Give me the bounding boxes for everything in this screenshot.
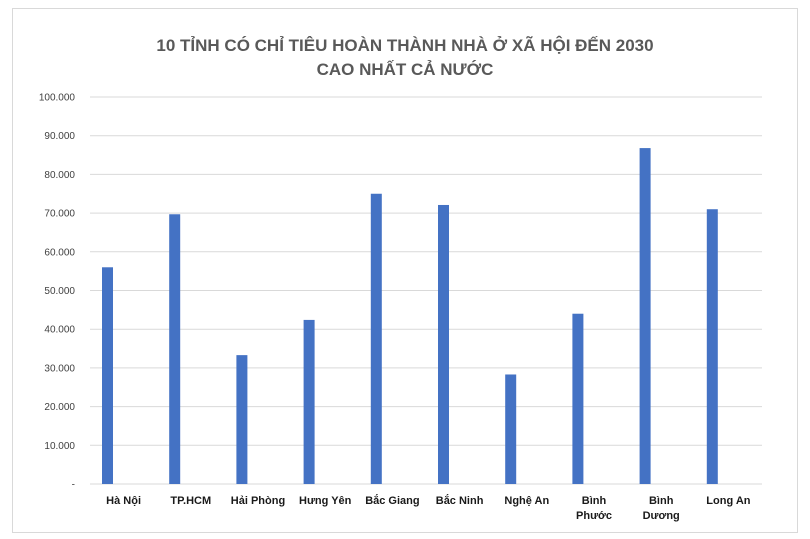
chart-title: 10 TỈNH CÓ CHỈ TIÊU HOÀN THÀNH NHÀ Ở XÃ … [156, 35, 653, 79]
y-tick-label: 80.000 [44, 170, 75, 181]
x-category-label: Long An [706, 495, 750, 507]
chart-title-line-2: CAO NHẤT CẢ NƯỚC [317, 60, 494, 79]
y-tick-label: 20.000 [44, 402, 75, 413]
bar [303, 319, 315, 484]
y-tick-label: 40.000 [44, 325, 75, 336]
x-category-label: TP.HCM [170, 495, 211, 507]
chart-title-line-1: 10 TỈNH CÓ CHỈ TIÊU HOÀN THÀNH NHÀ Ở XÃ … [156, 35, 653, 55]
x-category-label: Bình Phước [576, 495, 612, 522]
x-category-label: Bắc Giang [365, 494, 419, 507]
y-axis-ticks: - 10.000 20.000 30.000 40.000 50.000 60.000 70.… [39, 93, 76, 491]
bars [102, 148, 718, 485]
bar [572, 313, 584, 484]
y-tick-label: 30.000 [44, 363, 75, 374]
y-tick-label: 60.000 [44, 247, 75, 258]
x-axis-labels: Hà Nội TP.HCM Hải Phòng Hưng Yên Bắc Giang Bắ… [106, 494, 751, 522]
y-tick-label: 10.000 [44, 441, 75, 452]
bar [169, 214, 181, 485]
y-tick-label: - [72, 480, 75, 491]
x-category-label: Hà Nội [106, 495, 141, 507]
bar [706, 209, 718, 485]
bar [505, 374, 517, 484]
bar [438, 204, 449, 484]
bar [639, 148, 651, 485]
bar [370, 193, 382, 484]
x-category-label: Nghệ An [504, 495, 549, 507]
bar [236, 355, 248, 484]
x-category-label: Bình Dương [643, 495, 680, 522]
x-category-label: Hải Phòng [231, 495, 285, 507]
gridlines [90, 96, 762, 485]
bar [102, 267, 113, 484]
y-tick-label: 50.000 [44, 286, 75, 297]
x-category-label: Bắc Ninh [436, 494, 484, 507]
y-tick-label: 90.000 [44, 131, 75, 142]
x-category-label: Hưng Yên [299, 495, 352, 507]
y-tick-label: 100.000 [39, 93, 76, 104]
y-tick-label: 70.000 [44, 209, 75, 220]
